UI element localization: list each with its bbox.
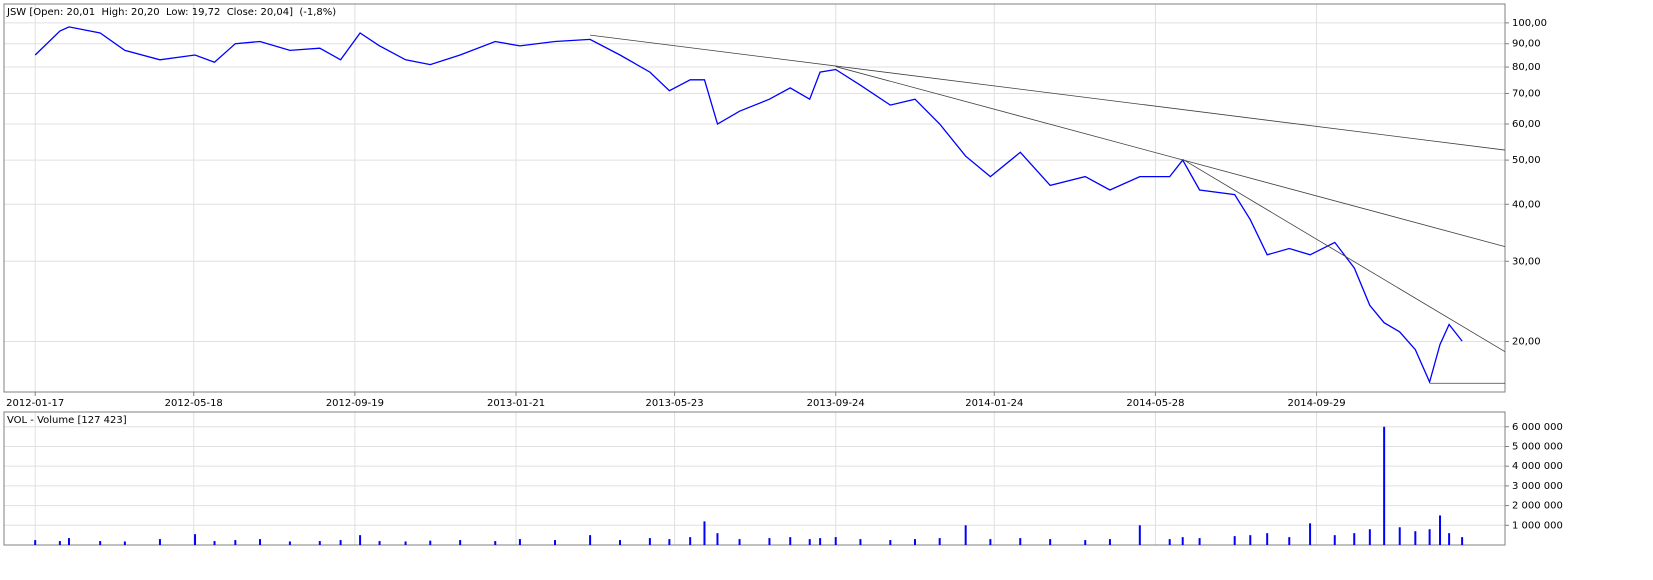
volume-bar: [288, 541, 291, 545]
volume-bar: [819, 538, 822, 545]
volume-bar: [1448, 533, 1451, 545]
price-line: [34, 26, 1463, 384]
x-tick-label: 2014-09-29: [1288, 398, 1346, 409]
volume-bar: [1353, 533, 1356, 545]
volume-bar: [1049, 539, 1052, 545]
volume-bar: [1333, 535, 1336, 545]
volume-bar: [668, 539, 671, 545]
y-tick-label: 4 000 000: [1512, 461, 1563, 472]
volume-bar: [1288, 537, 1291, 545]
volume-bar: [404, 541, 407, 545]
volume-bar: [123, 541, 126, 545]
volume-bar: [1266, 533, 1269, 545]
volume-bar: [1233, 536, 1236, 545]
volume-bar: [738, 539, 741, 545]
volume-bar: [1084, 540, 1087, 545]
volume-bar: [648, 538, 651, 545]
volume-bar: [213, 541, 216, 545]
volume-bar: [318, 541, 321, 545]
y-tick-label: 70,00: [1512, 88, 1541, 99]
x-tick-label: 2013-01-21: [487, 398, 545, 409]
volume-bar: [1439, 515, 1442, 545]
volume-bar: [34, 540, 37, 545]
volume-bar: [1019, 538, 1022, 545]
plot-frame: [3, 3, 1506, 393]
plot-frame: [3, 411, 1506, 546]
volume-bar: [834, 537, 837, 545]
volume-bar: [913, 539, 916, 545]
trend-line: [590, 34, 1506, 151]
x-tick-label: 2013-09-24: [807, 398, 865, 409]
y-tick-label: 100,00: [1512, 18, 1547, 29]
volume-bar: [194, 534, 197, 545]
y-tick-label: 80,00: [1512, 62, 1541, 73]
y-tick-label: 90,00: [1512, 39, 1541, 50]
x-tick-label: 2013-05-23: [646, 398, 704, 409]
volume-bar: [158, 539, 161, 545]
volume-bar: [889, 540, 892, 545]
volume-bar: [1108, 539, 1111, 545]
volume-bar: [459, 540, 462, 545]
volume-bar: [429, 540, 432, 545]
x-tick-label: 2014-05-28: [1126, 398, 1184, 409]
volume-bar: [768, 538, 771, 545]
volume-bar: [378, 541, 381, 545]
volume-bar: [938, 538, 941, 545]
y-tick-label: 30,00: [1512, 256, 1541, 267]
volume-bar: [716, 533, 719, 545]
volume-bar: [494, 541, 497, 545]
volume-bar: [964, 525, 967, 545]
volume-bar: [1198, 538, 1201, 545]
y-tick-label: 6 000 000: [1512, 422, 1563, 433]
volume-bar: [808, 539, 811, 545]
volume-bar: [518, 539, 521, 545]
trend-line: [835, 66, 1506, 248]
volume-bar: [989, 539, 992, 545]
volume-bar: [234, 540, 237, 545]
volume-bar: [1461, 537, 1464, 545]
y-tick-label: 20,00: [1512, 337, 1541, 348]
y-tick-label: 50,00: [1512, 155, 1541, 166]
y-tick-label: 3 000 000: [1512, 481, 1563, 492]
volume-bar: [554, 540, 557, 545]
volume-bar: [67, 538, 70, 545]
volume-bar: [703, 521, 706, 545]
volume-bar: [1168, 539, 1171, 545]
volume-bar: [259, 539, 262, 545]
trend-line: [1182, 158, 1506, 353]
volume-bar: [589, 535, 592, 545]
volume-bar: [359, 535, 362, 545]
volume-bar: [58, 541, 61, 545]
y-tick-label: 5 000 000: [1512, 441, 1563, 452]
x-tick-label: 2012-01-17: [6, 398, 64, 409]
volume-bar: [1414, 531, 1417, 545]
x-tick-label: 2012-05-18: [165, 398, 223, 409]
volume-bar: [689, 537, 692, 545]
volume-bar: [1428, 529, 1431, 545]
volume-bar: [339, 540, 342, 545]
panel-title: JSW [Open: 20,01 High: 20,20 Low: 19,72 …: [6, 7, 336, 18]
volume-bar: [789, 537, 792, 545]
panel-title: VOL - Volume [127 423]: [7, 415, 127, 426]
volume-bar: [1383, 426, 1386, 545]
volume-bar: [859, 539, 862, 545]
volume-bar: [618, 540, 621, 545]
volume-bar: [1181, 537, 1184, 545]
volume-bar: [1398, 527, 1401, 545]
volume-bar: [1309, 523, 1312, 545]
x-tick-label: 2014-01-24: [965, 398, 1023, 409]
x-tick-label: 2012-09-19: [326, 398, 384, 409]
y-tick-label: 40,00: [1512, 199, 1541, 210]
volume-bar: [1249, 535, 1252, 545]
volume-bar: [99, 541, 102, 545]
volume-bar: [1368, 529, 1371, 545]
y-tick-label: 2 000 000: [1512, 501, 1563, 512]
y-tick-label: 60,00: [1512, 119, 1541, 130]
volume-bar: [1138, 525, 1141, 545]
y-tick-label: 1 000 000: [1512, 520, 1563, 531]
